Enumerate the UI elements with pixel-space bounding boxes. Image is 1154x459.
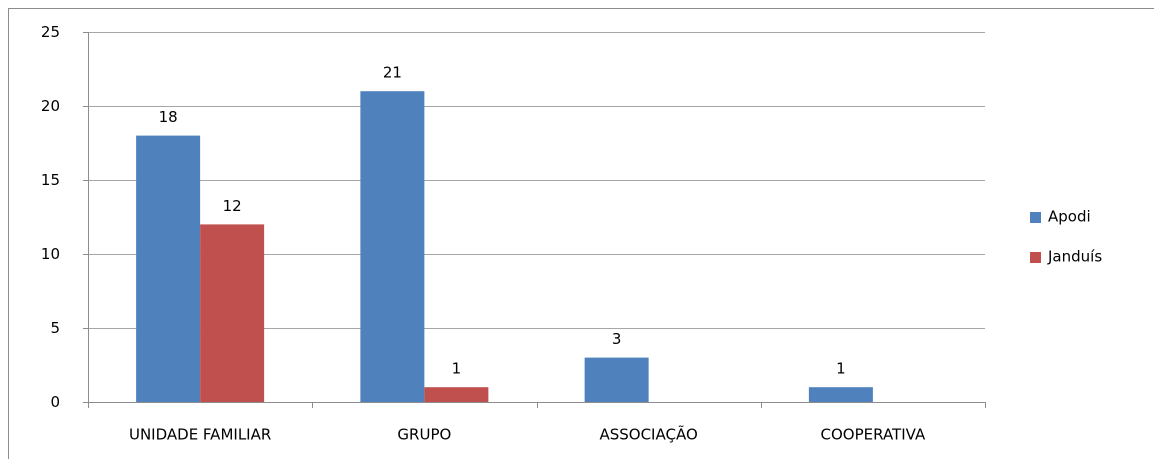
data-label: 1 xyxy=(836,360,846,378)
data-label: 12 xyxy=(223,197,242,215)
chart-frame xyxy=(8,8,1154,459)
y-tick-label: 5 xyxy=(50,319,60,337)
data-label: 18 xyxy=(159,108,178,126)
data-label: 21 xyxy=(383,64,402,82)
legend-swatch xyxy=(1030,212,1041,223)
y-tick-label: 0 xyxy=(50,393,60,411)
bar xyxy=(200,224,265,402)
y-tick-label: 10 xyxy=(41,245,60,263)
legend-swatch xyxy=(1030,252,1041,263)
bar xyxy=(808,387,873,402)
x-tick-label: ASSOCIAÇÃO xyxy=(599,425,697,444)
x-tick-label: COOPERATIVA xyxy=(821,426,926,444)
x-tick-label: GRUPO xyxy=(397,426,451,444)
y-tick-label: 15 xyxy=(41,171,60,189)
bar xyxy=(360,91,425,402)
legend-label: Apodi xyxy=(1048,208,1091,226)
bar xyxy=(424,387,489,402)
y-tick-label: 20 xyxy=(41,97,60,115)
data-label: 1 xyxy=(452,360,462,378)
x-tick-label: UNIDADE FAMILIAR xyxy=(129,426,271,444)
data-label: 3 xyxy=(612,330,622,348)
bar xyxy=(136,135,201,402)
y-tick-label: 25 xyxy=(41,23,60,41)
bar xyxy=(584,357,649,402)
legend-label: Janduís xyxy=(1047,248,1102,266)
